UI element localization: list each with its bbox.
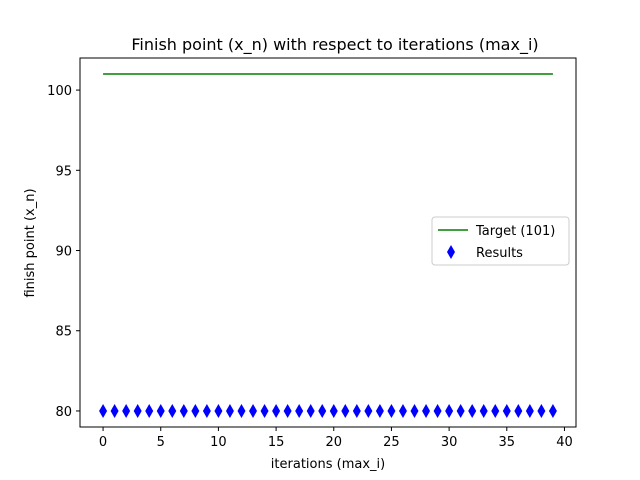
result-point (341, 403, 350, 418)
x-tick-label: 40 (556, 435, 573, 450)
plot-area (99, 73, 557, 418)
result-point (133, 403, 142, 418)
result-point (352, 403, 361, 418)
legend-results-marker (447, 245, 455, 259)
x-axis-label: iterations (max_i) (271, 457, 385, 472)
x-tick-label: 25 (383, 435, 400, 450)
result-point (375, 403, 384, 418)
result-point (548, 403, 557, 418)
result-point (99, 403, 108, 418)
result-point (433, 403, 442, 418)
result-point (122, 403, 131, 418)
result-point (225, 403, 234, 418)
legend-target-label: Target (101) (475, 224, 555, 239)
x-tick-label: 5 (157, 435, 165, 450)
result-point (422, 403, 431, 418)
axes-frame (79, 57, 577, 428)
x-tick-label: 35 (499, 435, 516, 450)
x-tick-label: 0 (99, 435, 107, 450)
x-axis: 0 5 10 15 20 25 30 35 40 (99, 427, 573, 450)
result-point (283, 403, 292, 418)
x-tick-label: 30 (441, 435, 458, 450)
result-point (237, 403, 246, 418)
y-tick-label: 80 (55, 405, 72, 420)
legend-results-label: Results (476, 246, 523, 261)
y-axis-label: finish point (x_n) (23, 188, 38, 297)
chart-title: Finish point (x_n) with respect to itera… (131, 35, 538, 55)
result-point (318, 403, 327, 418)
y-tick-label: 85 (55, 325, 72, 340)
y-tick-label: 100 (47, 84, 72, 99)
result-point (525, 403, 534, 418)
result-point (329, 403, 338, 418)
y-tick-label: 95 (55, 164, 72, 179)
result-point (260, 403, 269, 418)
result-point (491, 403, 500, 418)
result-point (364, 403, 373, 418)
result-point (502, 403, 511, 418)
result-point (445, 403, 454, 418)
result-point (145, 403, 154, 418)
result-point (110, 403, 119, 418)
result-point (249, 403, 258, 418)
result-point (306, 403, 315, 418)
result-point (191, 403, 200, 418)
legend: Target (101) Results (431, 216, 570, 266)
x-tick-label: 15 (268, 435, 285, 450)
x-tick-label: 10 (210, 435, 227, 450)
result-point (537, 403, 546, 418)
result-point (398, 403, 407, 418)
result-point (272, 403, 281, 418)
result-point (214, 403, 223, 418)
result-point (387, 403, 396, 418)
legend-box (431, 216, 570, 266)
y-tick-label: 90 (55, 245, 72, 260)
result-point (295, 403, 304, 418)
x-tick-label: 20 (325, 435, 342, 450)
result-point (410, 403, 419, 418)
result-point (202, 403, 211, 418)
result-point (168, 403, 177, 418)
result-point (156, 403, 165, 418)
y-axis: 80 85 90 95 100 (47, 84, 80, 420)
result-point (514, 403, 523, 418)
result-point (468, 403, 477, 418)
result-point (179, 403, 188, 418)
result-point (456, 403, 465, 418)
result-point (479, 403, 488, 418)
